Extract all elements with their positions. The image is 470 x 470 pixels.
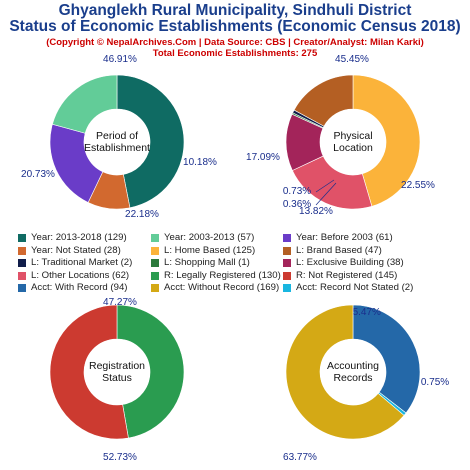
legend-swatch [18,259,26,268]
legend-swatch [18,271,26,280]
donut-center-label: Records [333,372,372,384]
leader-line [315,182,337,206]
legend-swatch [18,246,26,255]
legend-label: R: Not Registered (145) [296,269,398,281]
legend-swatch [18,234,26,242]
slice-percent-label: 20.73% [21,169,55,180]
slice-percent-label: 35.47% [347,307,381,318]
donut-center-label: Location [333,142,373,154]
legend-swatch [283,259,291,268]
legend-swatch [151,271,159,280]
legend-swatch [151,259,159,268]
legend-label: Year: 2003-2013 (57) [164,232,255,243]
total-count: Total Economic Establishments: 275 [152,48,318,59]
donut-center-label: Physical [333,130,372,142]
slice-percent-label: 17.09% [246,152,280,163]
chart-title: Ghyanglekh Rural Municipality, Sindhuli … [58,2,412,19]
legend-label: L: Exclusive Building (38) [296,257,404,269]
donut-hole [84,109,150,175]
legend-label: Year: Before 2003 (61) [296,232,393,243]
legend-label: Acct: Without Record (169) [164,282,280,294]
donut-chart-1: 46.91% 10.18% 22.18% 20.73% Period ofEstabli… [21,54,217,220]
donut-chart-2: 45.45% 22.55% 13.82%0.36% 0.73% 17.09% Physic… [246,54,435,217]
legend-label: Year: 2013-2018 (129) [31,232,127,243]
slice-percent-label: 63.77% [283,452,317,463]
legend-label: L: Home Based (125) [164,244,256,256]
slice-percent-label: 13.82% [299,206,333,217]
slice-percent-label: 22.55% [401,180,435,191]
slice-percent-label: 45.45% [335,54,369,65]
slice-percent-label: 0.36% [283,199,311,210]
donut-center-label: Status [102,372,132,384]
legend-label: L: Shopping Mall (1) [164,257,250,269]
donut-hole [320,109,386,175]
slice-percent-label: 10.18% [183,157,217,168]
legend-swatch [18,284,26,293]
donut-center-label: Accounting [327,360,379,372]
slice-percent-label: 22.18% [125,209,159,220]
donut-center-label: Registration [89,360,145,372]
leader-line [315,179,335,193]
slice-percent-label: 0.73% [283,186,311,197]
donut-hole [84,339,150,405]
legend-label: R: Legally Registered (130) [164,269,281,281]
legend-swatch [283,246,291,255]
slice-percent-label: 47.27% [103,297,137,308]
slice-percent-label: 52.73% [103,452,137,463]
donut-center-label: Establishment [84,142,150,154]
legend-label: L: Traditional Market (2) [31,257,133,269]
legend-label: L: Brand Based (47) [296,244,382,256]
legend-label: L: Other Locations (62) [31,269,130,281]
slice-percent-label: 46.91% [103,54,137,65]
legend-swatch [283,284,291,293]
chart-subtitle: Status of Economic Establishments (Econo… [9,18,461,35]
legend-swatch [283,271,291,280]
legend-swatch [283,234,291,242]
slice-percent-label: 0.75% [421,377,449,388]
legend-label: Acct: Record Not Stated (2) [296,282,414,294]
legend-swatch [151,234,159,242]
donut-hole [320,339,386,405]
legend-swatch [151,246,159,255]
legend-swatch [151,284,159,293]
copyright-note: (Copyright © NepalArchives.Com | Data So… [46,37,424,48]
legend-label: Acct: With Record (94) [31,282,128,294]
legend-label: Year: Not Stated (28) [31,244,121,256]
donut-center-label: Period of [96,130,138,142]
